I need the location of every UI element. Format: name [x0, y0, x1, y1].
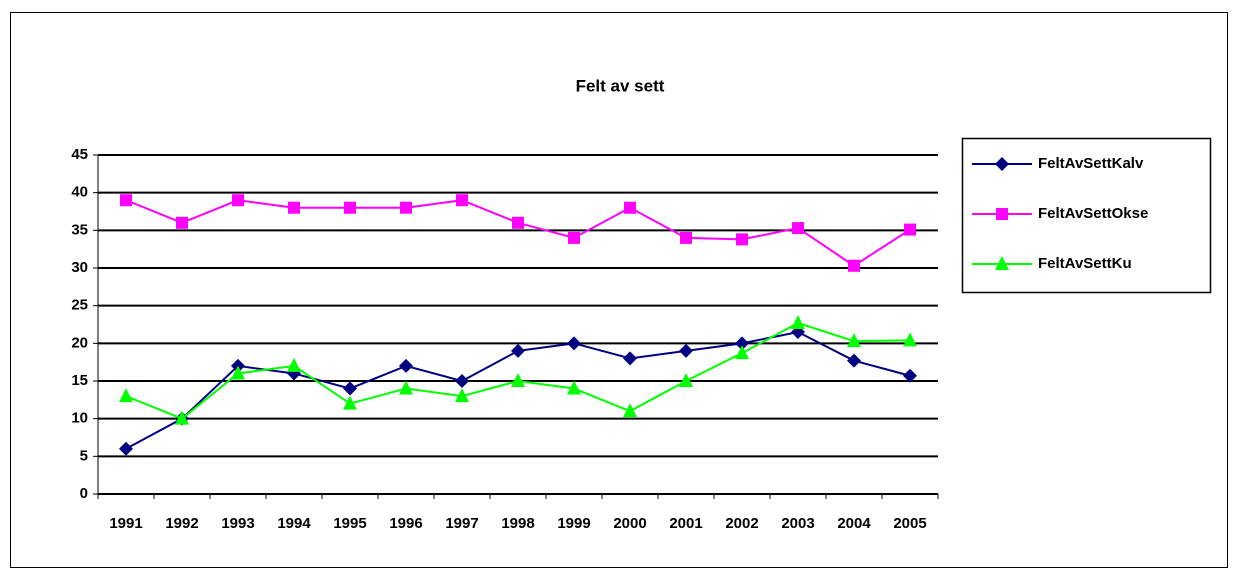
y-tick-label: 15: [71, 372, 88, 389]
data-point: [232, 194, 244, 207]
data-point: [455, 388, 469, 403]
y-tick-label: 35: [71, 221, 88, 238]
data-point: [623, 403, 637, 418]
x-tick-label: 2003: [781, 515, 814, 532]
legend-marker: [995, 256, 1009, 270]
x-tick-label: 2005: [893, 515, 926, 532]
data-point: [512, 216, 524, 229]
data-point: [343, 381, 357, 396]
data-point: [455, 374, 469, 388]
legend-label: FeltAvSettKalv: [1038, 155, 1144, 172]
x-tick-label: 1991: [109, 515, 142, 532]
data-point: [567, 380, 581, 395]
y-tick-label: 25: [71, 297, 88, 314]
data-point: [287, 357, 301, 372]
x-tick-label: 2004: [837, 515, 871, 532]
x-tick-label: 2002: [725, 515, 758, 532]
data-point: [119, 441, 133, 456]
data-point: [399, 380, 413, 395]
data-point: [511, 343, 525, 358]
y-tick-label: 40: [71, 184, 88, 201]
y-tick-label: 45: [71, 146, 88, 163]
x-tick-label: 1992: [165, 515, 198, 532]
x-tick-label: 2001: [669, 515, 702, 532]
data-point: [680, 231, 692, 244]
data-point: [120, 194, 132, 207]
data-point: [231, 365, 245, 380]
data-point: [791, 314, 805, 329]
data-point: [175, 410, 189, 425]
data-point: [736, 233, 748, 246]
data-point: [399, 358, 413, 373]
x-tick-label: 2000: [613, 515, 646, 532]
legend-label: FeltAvSettOkse: [1038, 205, 1148, 222]
data-point: [792, 222, 804, 235]
y-tick-label: 20: [71, 334, 88, 351]
y-tick-label: 0: [80, 485, 88, 502]
data-point: [735, 345, 749, 360]
data-point: [344, 201, 356, 214]
data-point: [400, 201, 412, 214]
data-point: [679, 343, 693, 358]
data-point: [903, 332, 917, 347]
x-tick-label: 1996: [389, 515, 422, 532]
data-point: [847, 333, 861, 348]
chart-title: Felt av sett: [576, 76, 665, 95]
legend-marker: [996, 208, 1008, 220]
x-tick-label: 1998: [501, 515, 534, 532]
data-point: [735, 336, 749, 351]
data-point: [119, 388, 133, 403]
data-point: [623, 351, 637, 366]
data-point: [176, 216, 188, 229]
y-tick-label: 10: [71, 410, 88, 427]
data-point: [343, 395, 357, 410]
legend-label: FeltAvSettKu: [1038, 255, 1132, 272]
data-point: [904, 223, 916, 236]
legend-marker: [995, 157, 1009, 171]
data-point: [847, 353, 861, 368]
data-point: [456, 194, 468, 207]
y-tick-label: 30: [71, 259, 88, 276]
y-tick-label: 5: [80, 447, 88, 464]
data-point: [903, 368, 917, 383]
x-tick-label: 1994: [277, 515, 311, 532]
x-tick-label: 1995: [333, 515, 366, 532]
x-tick-label: 1999: [557, 515, 590, 532]
data-point: [567, 336, 581, 351]
data-point: [679, 373, 693, 387]
data-point: [848, 259, 860, 272]
data-point: [624, 201, 636, 214]
data-point: [288, 201, 300, 214]
x-tick-label: 1993: [221, 515, 254, 532]
x-tick-label: 1997: [445, 515, 478, 532]
data-point: [568, 231, 580, 244]
data-point: [511, 373, 525, 387]
